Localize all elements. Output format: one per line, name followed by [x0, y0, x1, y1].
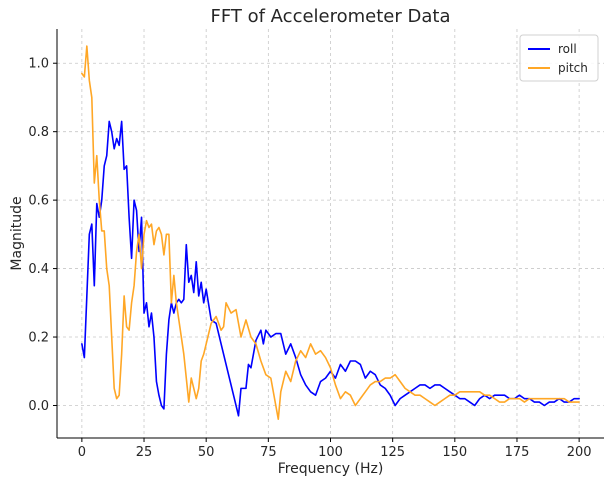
- x-tick-label: 150: [442, 445, 467, 460]
- x-axis-label: Frequency (Hz): [278, 461, 384, 477]
- y-axis-label: Magnitude: [9, 196, 25, 270]
- chart-title: FFT of Accelerometer Data: [211, 6, 451, 27]
- x-tick-label: 0: [78, 445, 86, 460]
- y-tick-label: 0.2: [28, 331, 49, 346]
- legend: roll pitch: [519, 34, 599, 82]
- legend-label-roll: roll: [558, 42, 577, 56]
- y-tick-label: 0.6: [28, 194, 49, 209]
- series-line-roll: [81, 120, 580, 417]
- legend-label-pitch: pitch: [558, 61, 588, 75]
- x-tick-label: 75: [260, 445, 277, 460]
- x-tick-label: 100: [318, 445, 343, 460]
- legend-box: [519, 34, 599, 82]
- y-tick-label: 1.0: [28, 57, 49, 72]
- x-tick-label: 175: [505, 445, 530, 460]
- grid-lines: [57, 29, 604, 438]
- y-tick-label: 0.4: [28, 262, 49, 277]
- y-tick-label: 0.8: [28, 125, 49, 140]
- x-tick-label: 25: [136, 445, 153, 460]
- x-tick-label: 50: [198, 445, 215, 460]
- x-tick-label: 125: [380, 445, 405, 460]
- x-tick-label: 200: [567, 445, 592, 460]
- series-line-pitch: [81, 45, 580, 420]
- series-lines: [81, 45, 580, 420]
- x-axis-ticks: 0 25 50 75 100 125 150 175 200: [78, 438, 592, 460]
- y-tick-label: 0.0: [28, 399, 49, 414]
- y-axis-ticks: 0.0 0.2 0.4 0.6 0.8 1.0: [28, 57, 57, 414]
